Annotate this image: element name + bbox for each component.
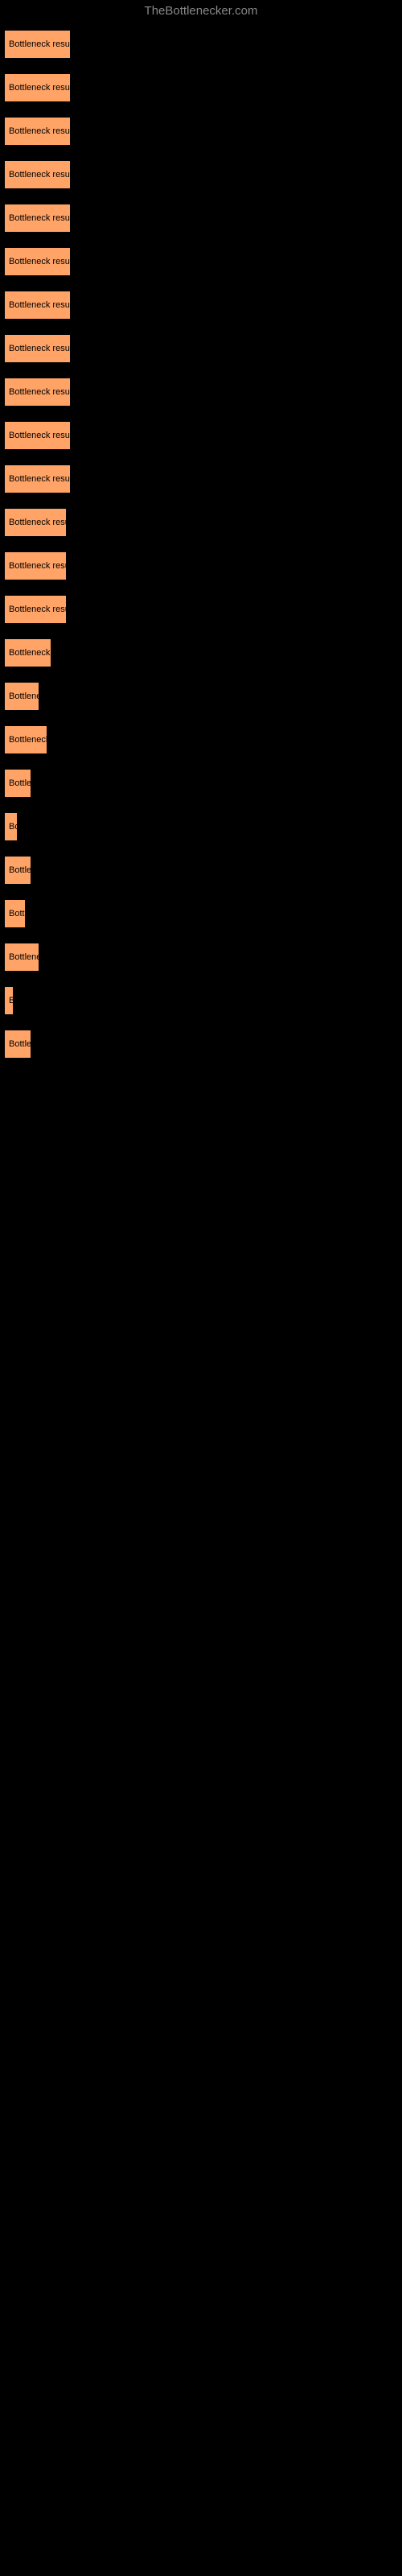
bar: Bottleneck result: [4, 595, 67, 624]
bar-row: Bottleneck result: [4, 595, 398, 624]
bar-row: Bottle: [4, 856, 398, 885]
bar: Bottleneck result: [4, 160, 71, 189]
bar-label: Bottleneck result: [9, 605, 66, 614]
bar-row: Bottleneck: [4, 725, 398, 754]
bar-label: Bottleneck result: [9, 213, 70, 223]
bar-row: Bottleneck result: [4, 551, 398, 580]
bar-chart: Bottleneck result Bottleneck result Bottle…: [0, 22, 402, 1081]
bar: Bottleneck result: [4, 421, 71, 450]
bar-label: Bottleneck result: [9, 561, 66, 571]
bar-label: Bottleneck result: [9, 431, 70, 440]
bar-label: Bo: [9, 822, 17, 832]
bar-label: Bottleneck result: [9, 39, 70, 49]
bar: Bottleneck result: [4, 30, 71, 59]
bar-label: Bottleneck result: [9, 344, 70, 353]
bar-label: Bottleneck result: [9, 126, 70, 136]
bar-row: Bottleneck result: [4, 247, 398, 276]
bar: Bottlene: [4, 943, 39, 972]
bar-row: Bottle: [4, 769, 398, 798]
bar-row: Bottlene: [4, 682, 398, 711]
bar: Bottleneck: [4, 725, 47, 754]
bar: Bottleneck result: [4, 464, 71, 493]
bar-label: Bottleneck result: [9, 170, 70, 180]
bar: B: [4, 986, 14, 1015]
bar-row: Bottleneck result: [4, 378, 398, 407]
bar-label: Bottleneck result: [9, 518, 66, 527]
bar-row: Bottleneck result: [4, 508, 398, 537]
bar: Bottleneck result: [4, 117, 71, 146]
bar-row: Bottleneck result: [4, 421, 398, 450]
bar-row: Bo: [4, 812, 398, 841]
bar-label: Bottleneck result: [9, 83, 70, 93]
bar-label: Bottleneck result: [9, 387, 70, 397]
bar-row: Bottleneck result: [4, 334, 398, 363]
bar: Bottleneck result: [4, 73, 71, 102]
bar-label: Bottle: [9, 865, 31, 875]
bar: Bottlene: [4, 682, 39, 711]
bar: Bottleneck result: [4, 291, 71, 320]
bar-row: Bottlene: [4, 943, 398, 972]
bar-label: Bottleneck result: [9, 257, 70, 266]
bar-label: Bottleneck: [9, 735, 47, 745]
bar-row: Bottleneck result: [4, 117, 398, 146]
bar-row: Bottleneck result: [4, 30, 398, 59]
bar-row: Bottleneck result: [4, 464, 398, 493]
bar-label: Bottleneck result: [9, 300, 70, 310]
bar: Bottleneck result: [4, 334, 71, 363]
bar: Bo: [4, 812, 18, 841]
bar: Bottleneck result: [4, 551, 67, 580]
bar: Bottleneck r: [4, 638, 51, 667]
bar-label: Bottlene: [9, 691, 39, 701]
bar-row: Bottleneck result: [4, 291, 398, 320]
watermark: TheBottlenecker.com: [0, 0, 402, 22]
bar: Bottle: [4, 769, 31, 798]
bar-row: Bottleneck result: [4, 204, 398, 233]
bar-row: B: [4, 986, 398, 1015]
bar-label: Bott: [9, 909, 25, 919]
bar-label: B: [9, 996, 13, 1005]
bar-label: Bottle: [9, 778, 31, 788]
bar: Bottleneck result: [4, 247, 71, 276]
bar: Bottle: [4, 1030, 31, 1059]
bar-row: Bottleneck result: [4, 73, 398, 102]
bar-label: Bottlene: [9, 952, 39, 962]
bar-label: Bottleneck r: [9, 648, 51, 658]
bar-label: Bottle: [9, 1039, 31, 1049]
bar: Bott: [4, 899, 26, 928]
bar-row: Bottleneck r: [4, 638, 398, 667]
bar: Bottleneck result: [4, 204, 71, 233]
bar-row: Bottle: [4, 1030, 398, 1059]
bar: Bottle: [4, 856, 31, 885]
bar: Bottleneck result: [4, 378, 71, 407]
bar-row: Bottleneck result: [4, 160, 398, 189]
bar: Bottleneck result: [4, 508, 67, 537]
bar-label: Bottleneck result: [9, 474, 70, 484]
bar-row: Bott: [4, 899, 398, 928]
